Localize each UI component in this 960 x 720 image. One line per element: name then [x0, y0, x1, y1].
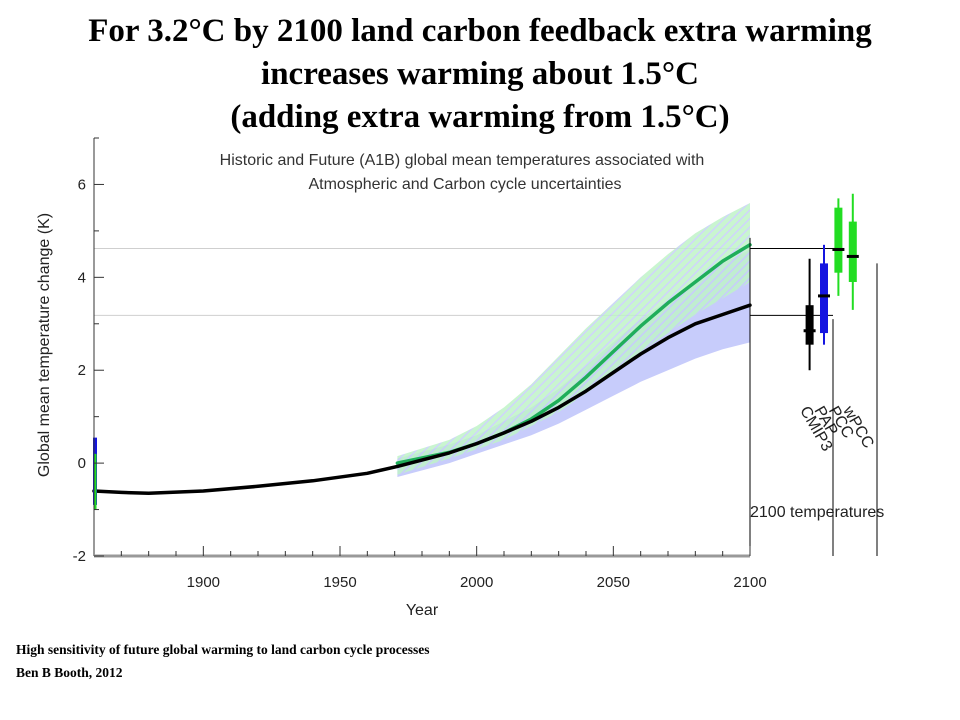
- slide-title: For 3.2°C by 2100 land carbon feedback e…: [0, 10, 960, 139]
- y-axis-title: Global mean temperature change (K): [36, 213, 53, 477]
- box-body-0: [805, 305, 814, 345]
- y-tick-label-0: -2: [73, 548, 86, 565]
- slide-title-line-1: For 3.2°C by 2100 land carbon feedback e…: [88, 13, 872, 49]
- x-axis-title: Year: [406, 602, 439, 619]
- x-tick-label-0: 1900: [187, 574, 220, 591]
- credit-line-2: Ben B Booth, 2012: [16, 665, 123, 680]
- y-tick-label-4: 6: [78, 176, 86, 193]
- chart-text: Historic and Future (A1B) global mean te…: [36, 152, 884, 619]
- x-tick-label-1: 1950: [323, 574, 356, 591]
- axes: -2 0 2 4 6 1900 1950 2000 2050 2100: [73, 137, 767, 591]
- x-tick-label-2: 2000: [460, 574, 493, 591]
- box-body-2: [834, 207, 843, 273]
- box-body-1: [820, 263, 828, 334]
- chart-title-line-2: Atmospheric and Carbon cycle uncertainti…: [308, 176, 621, 193]
- chart-title-line-1: Historic and Future (A1B) global mean te…: [220, 152, 705, 169]
- uncertainty-bands: [397, 203, 750, 477]
- slide-title-line-3: (adding extra warming from 1.5°C): [230, 99, 730, 135]
- series-lines: [92, 243, 752, 510]
- x-tick-label-4: 2100: [733, 574, 766, 591]
- y-tick-label-2: 2: [78, 362, 86, 379]
- credit-line-1: High sensitivity of future global warmin…: [16, 642, 430, 657]
- box-plot-caption: 2100 temperatures: [750, 504, 884, 521]
- x-tick-label-3: 2050: [597, 574, 630, 591]
- y-tick-label-1: 0: [78, 455, 86, 472]
- uncertainty-band-1: [397, 203, 750, 475]
- y-tick-label-3: 4: [78, 269, 86, 286]
- series-line-1: [92, 303, 752, 496]
- slide-title-line-2: increases warming about 1.5°C: [261, 56, 699, 92]
- box-body-3: [848, 221, 857, 282]
